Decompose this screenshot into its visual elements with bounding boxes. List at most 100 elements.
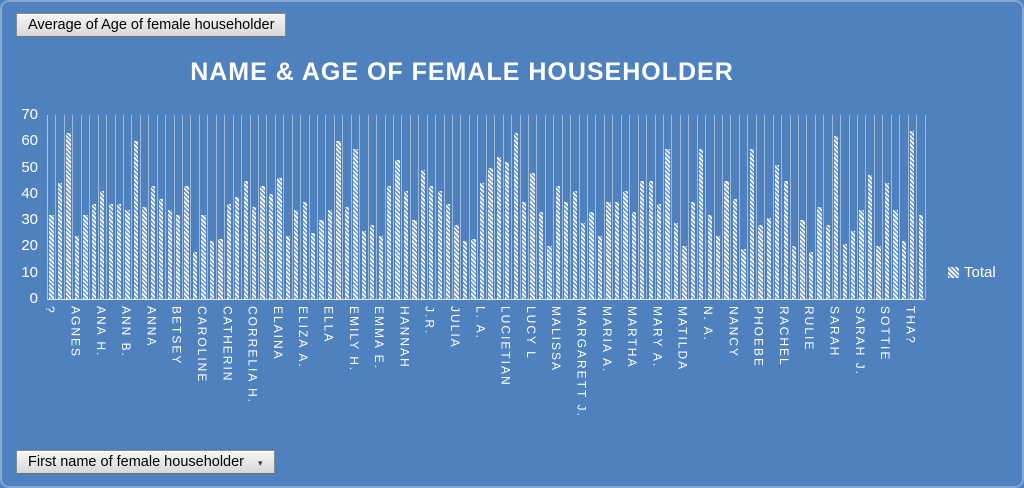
x-axis-tick-label: J.R. (422, 306, 437, 336)
y-axis-tick-label: 70 (21, 106, 38, 123)
category-slot (740, 115, 749, 299)
x-axis-tick-label: CORRELIA H. (245, 306, 260, 405)
category-slot (369, 115, 378, 299)
x-axis-tick-label: SARAH J. (852, 306, 867, 377)
x-axis-tick-label: LUCY L (523, 306, 538, 360)
bar (538, 212, 544, 299)
category-slot (352, 115, 361, 299)
bar (614, 201, 620, 299)
category-slot (596, 115, 605, 299)
category-slot (191, 115, 200, 299)
category-slot (791, 115, 799, 299)
bar (268, 193, 274, 299)
bar (395, 159, 400, 299)
bar (572, 191, 577, 299)
category-slot (850, 115, 858, 299)
category-slot (774, 115, 783, 299)
category-slot (276, 115, 285, 299)
x-axis-tick-label: ELAINA (270, 306, 285, 361)
bar (547, 246, 552, 299)
x-axis-tick-label: EMILY H. (346, 306, 361, 373)
category-slot (689, 115, 698, 299)
category-slot (546, 115, 555, 299)
category-slot (900, 115, 909, 299)
legend: Total (948, 264, 996, 281)
category-slot (386, 115, 394, 299)
bar (488, 167, 493, 299)
bar (775, 164, 780, 299)
category-slot (639, 115, 648, 299)
bar (277, 178, 282, 299)
bar (825, 225, 831, 299)
dropdown-arrow-icon: ▾ (258, 457, 263, 468)
category-slot (866, 115, 875, 299)
bar (344, 207, 350, 299)
category-slot (284, 115, 293, 299)
plot-area (47, 115, 926, 300)
category-slot (411, 115, 420, 299)
bar (209, 241, 215, 299)
category-slot (875, 115, 884, 299)
category-slot (326, 115, 335, 299)
bar (66, 133, 71, 299)
category-slot (512, 115, 521, 299)
category-slot (664, 115, 673, 299)
category-slot (445, 115, 453, 299)
bar (589, 212, 594, 299)
category-slot (706, 115, 715, 299)
bar (150, 185, 156, 299)
bar (133, 141, 139, 299)
category-slot (419, 115, 428, 299)
category-slot (799, 115, 808, 299)
x-axis-tick-label: NANCY (726, 306, 741, 359)
bar (176, 214, 181, 299)
x-axis-tick-label: RULIE (802, 306, 817, 352)
x-axis-tick-label: AGNES (68, 306, 83, 359)
bar (311, 233, 316, 299)
x-axis-tick-label: CATHERIN (220, 306, 235, 383)
category-field-dropdown-button[interactable]: First name of female householder ▾ (16, 450, 275, 474)
bar (749, 149, 755, 299)
legend-label: Total (964, 264, 996, 281)
category-slot (765, 115, 774, 299)
bar (673, 222, 679, 299)
bar (201, 214, 206, 299)
category-slot (141, 115, 150, 299)
y-axis-tick-label: 20 (21, 237, 38, 255)
legend-swatch-hatch-icon (948, 267, 959, 278)
bar (859, 209, 864, 299)
category-slot (343, 115, 352, 299)
bar (758, 225, 763, 299)
bar (251, 207, 257, 299)
bar (49, 214, 54, 299)
y-axis-tick-label: 30 (21, 211, 38, 229)
category-slot (124, 115, 133, 299)
category-slot (166, 115, 175, 299)
bar (353, 149, 358, 299)
category-slot (436, 115, 445, 299)
bar (851, 230, 856, 299)
bar (800, 220, 805, 299)
category-slot (487, 115, 496, 299)
bar (808, 251, 814, 299)
bar (294, 209, 299, 299)
x-axis-labels: ? AGNES ANA H. ANN B. ANNA BETSEY CAROLINE CATH… (43, 303, 924, 453)
category-field-label: First name of female householder (28, 454, 244, 470)
category-slot (563, 115, 572, 299)
value-field-button[interactable]: Average of Age of female householder (16, 13, 287, 37)
bar (285, 235, 291, 299)
bar (184, 185, 189, 299)
bar (884, 183, 890, 299)
category-slot (917, 115, 926, 299)
category-slot (149, 115, 158, 299)
x-axis-tick-label: LUCIETIAN (498, 306, 513, 387)
bar (707, 214, 712, 299)
bar (631, 212, 636, 299)
bar (370, 225, 375, 299)
x-axis-tick-label: RACHEL (776, 306, 791, 367)
category-slot (183, 115, 192, 299)
x-axis-tick-label: ANN B. (119, 306, 134, 359)
bar (429, 185, 434, 299)
x-axis-tick-label: MALISSA (549, 306, 564, 373)
category-slot (630, 115, 639, 299)
